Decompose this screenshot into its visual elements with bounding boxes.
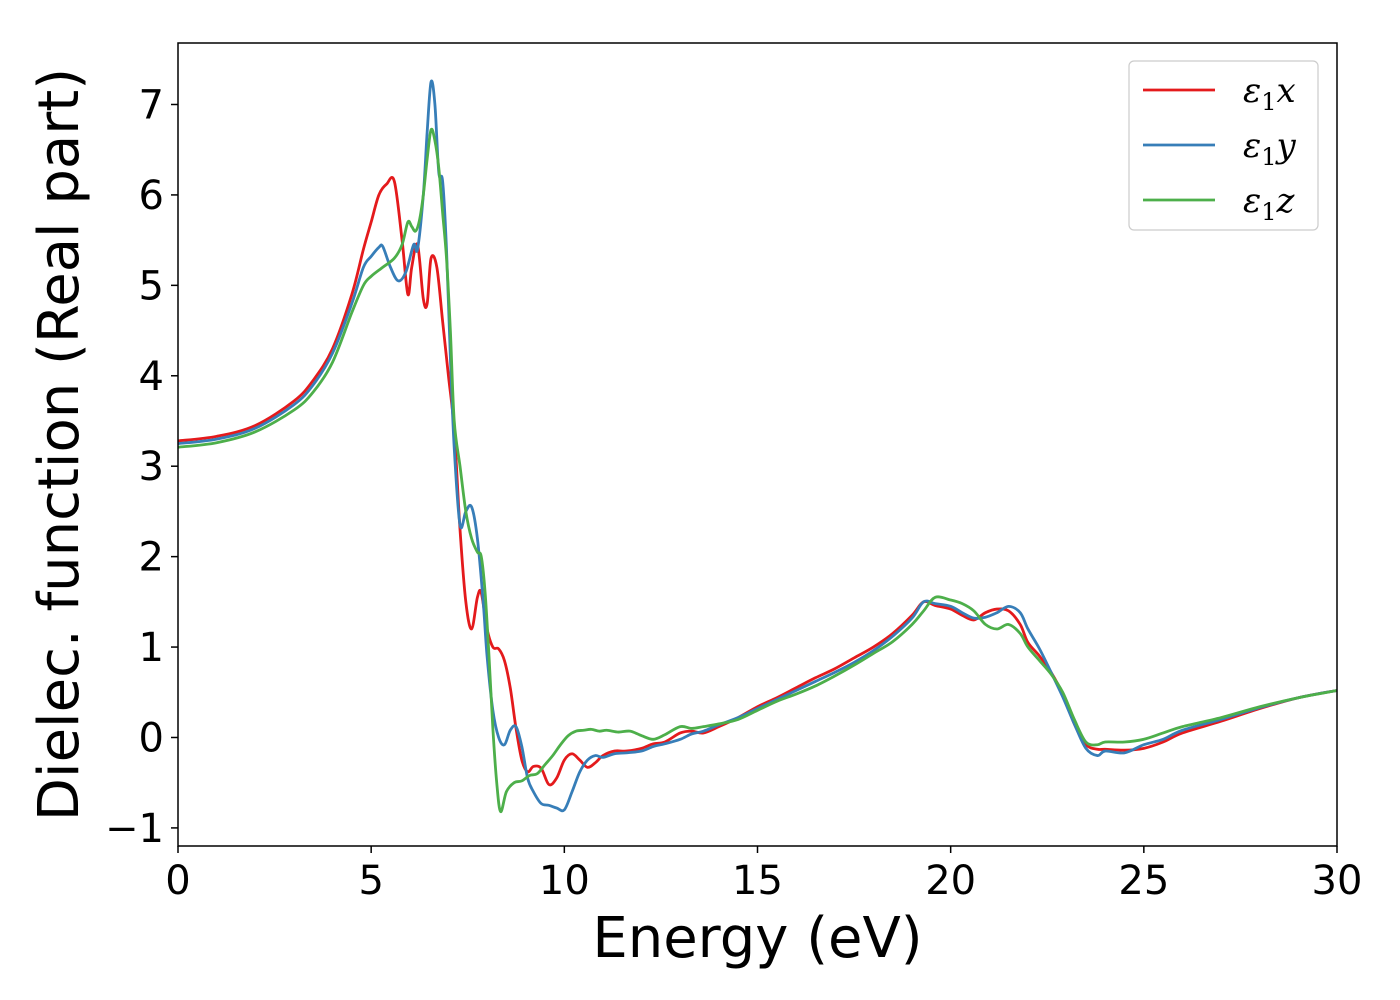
x-tick-label: 0 (165, 858, 190, 904)
legend-label: ε1y (1243, 126, 1297, 171)
x-tick-label: 30 (1312, 858, 1363, 904)
y-axis-label: Dielec. function (Real part) (27, 68, 92, 821)
y-tick-label: 4 (139, 354, 164, 400)
series-line-2 (178, 79, 1337, 813)
x-tick-label: 5 (358, 858, 383, 904)
legend-label-axis: z (1276, 181, 1296, 221)
legend-box (1128, 60, 1319, 231)
legend-label-subscript: 1 (1261, 198, 1276, 226)
y-tick-label: −1 (105, 806, 164, 852)
legend-label-subscript: 1 (1261, 143, 1276, 171)
y-tick-label: 0 (139, 715, 164, 761)
legend-label-symbol: ε (1243, 181, 1261, 221)
legend-label-symbol: ε (1243, 126, 1261, 166)
x-tick-label: 15 (732, 858, 783, 904)
x-axis-ticks: 0 5 10 15 20 25 30 (165, 846, 1362, 904)
y-axis-ticks: −1 0 1 2 3 4 5 6 7 (105, 82, 178, 852)
y-tick-label: 7 (139, 82, 164, 128)
x-tick-label: 20 (925, 858, 976, 904)
y-tick-label: 6 (139, 173, 164, 219)
legend-label-axis: y (1275, 126, 1297, 166)
legend-label: ε1x (1243, 71, 1296, 116)
series-line-3 (178, 127, 1337, 814)
y-tick-label: 2 (139, 535, 164, 581)
legend-label: ε1z (1243, 181, 1296, 226)
x-axis-label: Energy (eV) (592, 906, 922, 971)
y-tick-label: 3 (139, 444, 164, 490)
legend-label-axis: x (1277, 71, 1296, 111)
legend-label-subscript: 1 (1261, 88, 1276, 116)
y-tick-label: 1 (139, 625, 164, 671)
x-tick-label: 10 (539, 858, 590, 904)
series-lines (178, 79, 1337, 814)
x-tick-label: 25 (1118, 858, 1169, 904)
y-tick-label: 5 (139, 263, 164, 309)
legend-label-symbol: ε (1243, 71, 1261, 111)
